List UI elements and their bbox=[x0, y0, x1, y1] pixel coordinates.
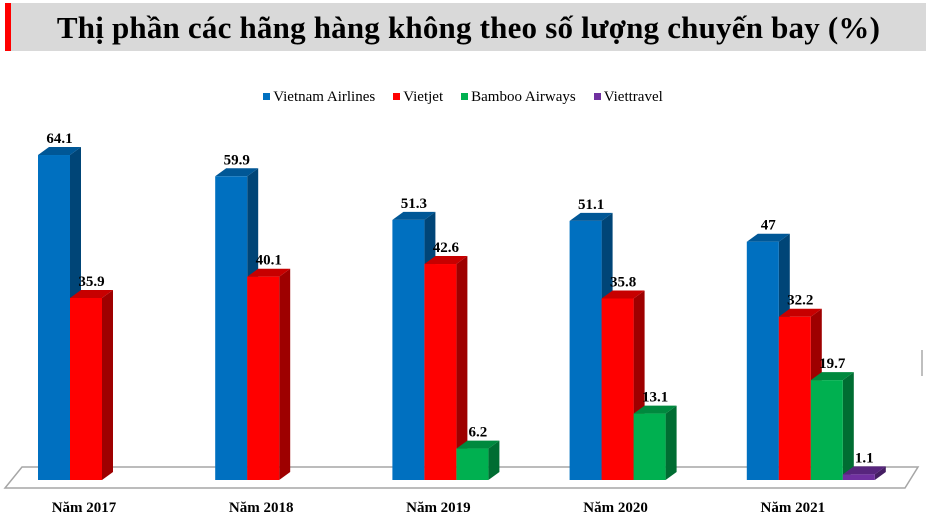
bar bbox=[392, 219, 425, 480]
bar-side bbox=[456, 256, 468, 480]
legend-item: Vietnam Airlines bbox=[263, 89, 375, 106]
data-label: 59.9 bbox=[224, 152, 250, 168]
bar bbox=[842, 474, 875, 480]
legend-label: Vietnam Airlines bbox=[273, 89, 376, 105]
legend-swatch bbox=[461, 93, 469, 100]
legend-swatch bbox=[263, 93, 271, 100]
bar-top bbox=[633, 405, 677, 414]
x-tick-label: Năm 2020 bbox=[583, 500, 648, 516]
bar bbox=[70, 297, 102, 480]
bar-top bbox=[424, 256, 468, 265]
title-bar: Thị phần các hãng hàng không theo số lượ… bbox=[5, 3, 926, 51]
legend-label: Bamboo Airways bbox=[471, 89, 576, 105]
data-label: 40.1 bbox=[256, 253, 282, 269]
data-label: 32.2 bbox=[787, 293, 813, 309]
legend-swatch bbox=[393, 93, 401, 100]
legend-swatch bbox=[593, 93, 601, 100]
data-label: 35.8 bbox=[610, 274, 636, 290]
bar-top bbox=[810, 372, 854, 381]
data-label: 51.3 bbox=[401, 196, 427, 212]
bar bbox=[810, 380, 843, 480]
bar-top bbox=[392, 211, 436, 220]
bar-side bbox=[842, 372, 854, 480]
bar-side bbox=[102, 289, 113, 480]
bar bbox=[215, 176, 248, 480]
bar bbox=[746, 241, 779, 480]
bar-top bbox=[215, 168, 259, 177]
bar-side bbox=[488, 440, 500, 480]
legend-item: Vietjet bbox=[393, 89, 443, 106]
legend-item: Viettravel bbox=[593, 89, 663, 106]
data-label: 35.9 bbox=[78, 274, 104, 290]
bar-top bbox=[746, 233, 790, 242]
bar-side bbox=[874, 466, 886, 480]
data-label: 42.6 bbox=[433, 240, 460, 256]
data-label: 19.7 bbox=[819, 356, 846, 372]
legend-label: Viettravel bbox=[603, 89, 663, 105]
bar bbox=[247, 276, 280, 480]
legend-item: Bamboo Airways bbox=[461, 89, 576, 106]
x-tick-label: Năm 2017 bbox=[52, 500, 117, 516]
bar-top bbox=[247, 268, 291, 277]
bar-top bbox=[38, 147, 81, 156]
chart-title: Thị phần các hãng hàng không theo số lượ… bbox=[56, 10, 881, 45]
bar bbox=[601, 298, 634, 480]
legend: Vietnam Airlines Vietjet Bamboo Airways Vie… bbox=[0, 89, 926, 106]
data-label: 47 bbox=[761, 218, 777, 234]
bar-top bbox=[842, 466, 886, 475]
bar-top bbox=[569, 212, 613, 221]
bar bbox=[633, 413, 666, 480]
bar-top bbox=[456, 440, 500, 449]
bar bbox=[38, 155, 70, 480]
bar-top bbox=[778, 308, 822, 317]
data-label: 13.1 bbox=[642, 390, 668, 406]
x-tick-label: Năm 2019 bbox=[406, 500, 471, 516]
bar bbox=[569, 220, 602, 480]
x-tick-label: Năm 2021 bbox=[761, 500, 826, 516]
data-label: 51.1 bbox=[578, 197, 604, 213]
data-label: 1.1 bbox=[855, 450, 874, 466]
bar-side bbox=[279, 268, 291, 480]
bar-top bbox=[70, 289, 113, 298]
bar bbox=[778, 316, 811, 480]
bar-side bbox=[665, 405, 677, 480]
bar-top bbox=[601, 290, 645, 299]
data-label: 64.1 bbox=[46, 131, 72, 147]
bar bbox=[424, 264, 457, 480]
bar bbox=[456, 448, 489, 480]
x-tick-label: Năm 2018 bbox=[229, 500, 294, 516]
data-label: 6.2 bbox=[469, 425, 488, 441]
legend-label: Vietjet bbox=[403, 89, 444, 105]
